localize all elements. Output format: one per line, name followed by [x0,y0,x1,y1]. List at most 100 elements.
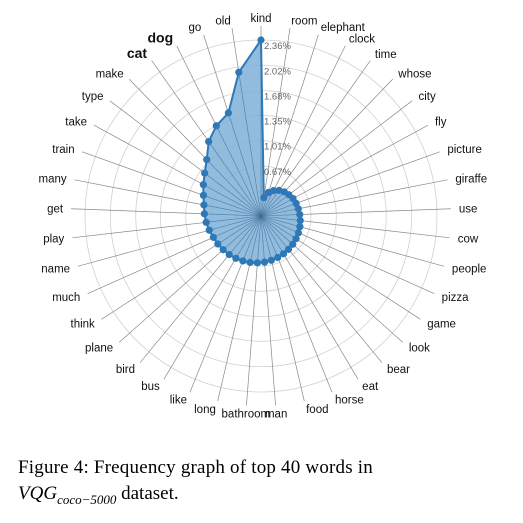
tick-label-2: 1.35% [264,116,291,127]
inner-spoke-city [260,194,290,217]
category-label-type: type [82,91,104,103]
category-label-name: name [41,263,70,275]
data-point-long [246,258,254,267]
category-label-kind: kind [250,13,271,25]
category-label-bus: bus [141,381,160,393]
category-label-bathroom: bathroom [222,408,271,420]
data-point-use [296,210,304,219]
inner-spoke-cat [208,141,262,217]
data-point-pizza [294,229,303,237]
data-point-go [224,109,232,117]
tick-label-5: 2.36% [264,41,291,52]
category-label-people: people [452,263,487,275]
category-label-fly: fly [435,116,447,128]
data-point-room [260,193,268,202]
inner-spoke-think [217,215,262,245]
inner-spoke-bus [235,215,262,259]
inner-spoke-dog [216,125,262,217]
spoke-elephant [260,34,319,217]
tick-label-1: 1.01% [264,142,291,153]
category-label-dog: dog [147,30,173,46]
inner-spoke-food [260,215,272,261]
category-label-plane: plane [85,343,113,355]
category-label-go: go [188,22,201,34]
inner-spoke-go [228,112,262,217]
category-label-use: use [459,203,478,215]
inner-spoke-take [203,184,262,217]
inner-spoke-train [203,195,262,217]
category-label-game: game [427,319,456,331]
data-point-bathroom [253,259,262,267]
data-point-cat [205,137,213,146]
data-point-name [205,226,213,234]
category-label-make: make [96,68,124,80]
category-label-get: get [47,203,64,215]
inner-spoke-like [242,215,262,262]
category-label-time: time [375,49,397,61]
inner-spoke-use [260,214,300,217]
radial-tick-labels: 0.67% 1.01% 1.35% 1.68% 2.02% 2.36% [264,41,291,178]
category-label-bear: bear [387,364,410,376]
data-point-food [267,256,275,264]
category-label-bird: bird [116,364,135,376]
inner-spoke-eat [260,215,284,254]
data-point-train [199,191,208,199]
data-point-many [200,201,208,209]
category-label-much: much [52,292,80,304]
inner-spoke-name [209,215,262,231]
inner-spoke-type [204,172,262,217]
caption-prefix: Figure 4: Frequency graph of top 40 word… [18,457,373,478]
caption-math: VQG [18,483,58,504]
data-point-type [201,169,209,177]
data-point-play [202,218,210,226]
category-label-like: like [170,395,187,407]
category-label-giraffe: giraffe [455,173,487,185]
category-label-many: many [38,173,66,185]
inner-spoke-people [260,215,300,227]
category-label-city: city [418,91,436,103]
category-label-long: long [194,404,216,416]
category-label-whose: whose [397,68,431,80]
category-label-look: look [409,343,430,355]
data-point-get [200,210,208,218]
inner-spoke-clock [260,190,274,217]
category-label-man: man [265,408,287,420]
inner-spoke-much [213,215,262,238]
inner-spoke-fly [260,198,294,217]
tick-label-4: 2.02% [264,66,291,77]
spoke-room [260,28,291,217]
inner-spoke-giraffe [260,208,299,217]
data-point-horse [274,253,282,262]
data-point-giraffe [294,205,302,213]
caption-suffix: dataset. [116,483,179,504]
data-point-man [260,258,269,266]
data-point-old [235,68,243,76]
inner-spoke-play [206,215,262,223]
caption-subscript: coco−5000 [57,491,117,507]
data-point-kind [257,36,265,44]
inner-spoke-many [203,204,262,217]
data-point-game [292,235,300,243]
inner-spoke-cow [260,215,301,221]
inner-spoke-game [260,215,297,239]
inner-spoke-time [260,190,280,217]
data-point-make [203,155,211,164]
data-point-bear [284,245,293,253]
category-label-play: play [43,234,64,246]
inner-spoke-bird [228,215,262,255]
inner-spoke-old [238,72,262,217]
tick-label-3: 1.68% [264,92,291,103]
category-label-food: food [306,404,328,416]
category-label-eat: eat [362,381,379,393]
inner-spoke-get [204,213,262,217]
data-point-people [296,223,304,231]
category-label-think: think [71,319,96,331]
inner-spoke-man [260,215,265,263]
data-point-take [199,181,207,189]
data-point-think [214,240,222,248]
category-label-room: room [291,15,317,27]
category-label-train: train [52,144,74,156]
data-point-look [289,240,297,248]
data-point-bus [232,254,240,262]
